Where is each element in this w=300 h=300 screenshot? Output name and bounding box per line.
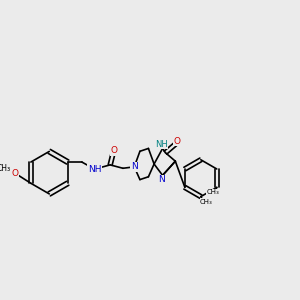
Text: O: O xyxy=(173,137,180,146)
Text: O: O xyxy=(12,169,19,178)
Text: NH: NH xyxy=(88,165,101,174)
Text: N: N xyxy=(158,175,164,184)
Text: CH₃: CH₃ xyxy=(200,199,213,205)
Text: N: N xyxy=(131,162,138,171)
Text: O: O xyxy=(111,146,118,155)
Text: NH: NH xyxy=(155,140,167,149)
Text: CH₃: CH₃ xyxy=(0,164,11,173)
Text: CH₃: CH₃ xyxy=(206,190,219,196)
